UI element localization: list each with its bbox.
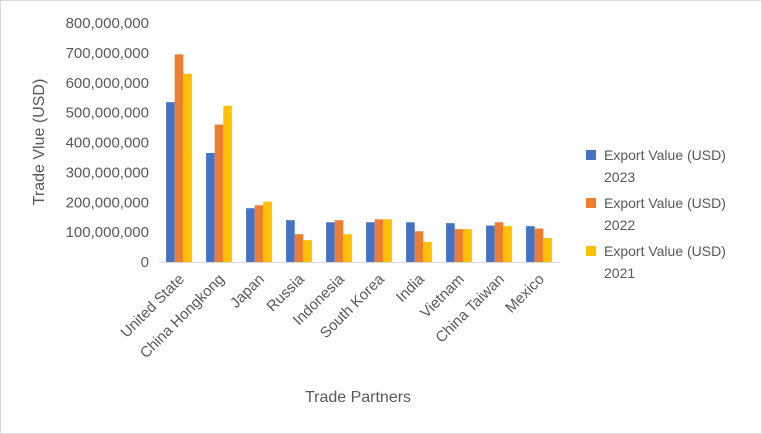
y-tick-label: 700,000,000 [66,45,149,62]
bar [326,222,335,262]
y-tick-label: 100,000,000 [66,224,149,241]
bar [454,229,464,262]
x-tick-label: Japan [227,271,268,312]
bar [206,152,215,262]
bar [383,219,392,262]
legend-swatch [586,198,596,208]
bar [166,102,175,262]
bar [334,220,344,262]
bar [534,228,544,262]
bar [494,222,504,262]
bar [174,54,184,263]
x-axis-title: Trade Partners [305,389,411,406]
bar [214,124,224,262]
y-tick-label: 500,000,000 [66,105,149,122]
bar [414,231,424,262]
bar [526,226,535,262]
legend-label: 2023 [604,169,635,185]
bar [463,229,472,262]
legend: Export Value (USD) 2023 Export Value (USD)… [586,147,726,281]
bar [263,201,272,262]
bar [343,234,352,262]
y-tick-label: 0 [141,254,149,271]
bar [294,234,304,262]
x-tick-label: India [393,270,428,305]
bar [406,222,415,262]
bar [374,219,384,262]
bar [486,225,495,262]
legend-label: Export Value (USD) [604,243,726,259]
bar [366,222,375,262]
bar [246,208,255,262]
bars [166,54,552,263]
bar [446,223,455,262]
x-tick-label: Mexico [502,271,548,317]
legend-label: 2022 [604,217,635,233]
y-tick-label: 600,000,000 [66,75,149,92]
legend-swatch [586,150,596,160]
y-tick-label: 200,000,000 [66,194,149,211]
legend-label: Export Value (USD) [604,147,726,163]
bar [423,241,432,262]
bar [223,105,232,262]
bar [543,238,552,262]
y-tick-label: 400,000,000 [66,135,149,152]
legend-label: Export Value (USD) [604,195,726,211]
bar [286,220,295,262]
bar [303,240,312,262]
legend-swatch [586,246,596,256]
bar [503,226,512,262]
bar [254,205,264,262]
y-axis-title: Trade Vlue (USD) [31,79,48,206]
y-tick-label: 300,000,000 [66,164,149,181]
y-axis-ticks: 0 100,000,000 200,000,000 300,000,000 400,00… [66,15,149,271]
bar [183,73,192,262]
legend-label: 2021 [604,265,635,281]
y-tick-label: 800,000,000 [66,15,149,32]
